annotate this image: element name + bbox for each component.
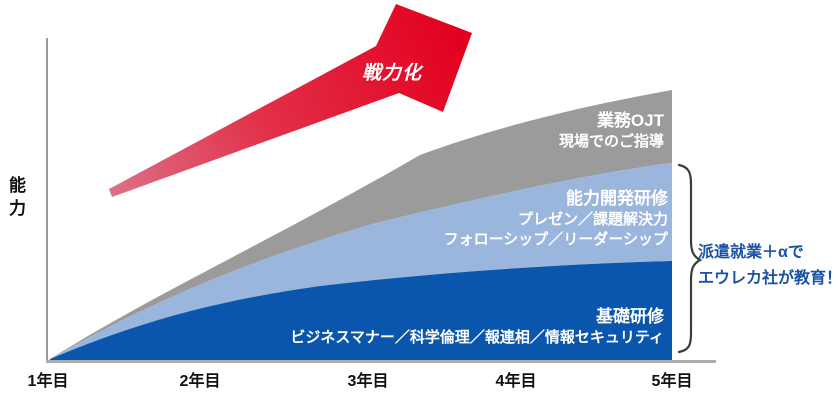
ojt-title: 業務OJT (596, 111, 664, 130)
dev-label-block: 能力開発研修 プレゼン／課題解決力 フォローシップ／リーダーシップ (444, 188, 668, 250)
x-tick-year5: 5年目 (651, 373, 693, 390)
brace-annotation-line1: 派遣就業＋αで (698, 244, 804, 261)
brace-annotation-line2: エウレカ社が教育！ (698, 270, 840, 287)
area-basic-training (50, 261, 672, 360)
dev-subtitle-line2: フォローシップ／リーダーシップ (443, 231, 668, 248)
ojt-subtitle: 現場でのご指導 (558, 133, 664, 150)
arrow-label: 戦力化 (362, 63, 423, 84)
basic-title: 基礎研修 (596, 307, 664, 326)
basic-label-block: 基礎研修 ビジネスマナー／科学倫理／報連相／情報セキュリティ (290, 306, 664, 348)
x-tick-year3: 3年目 (347, 373, 389, 390)
x-tick-year1: 1年目 (27, 373, 69, 390)
growth-arrow-icon (109, 4, 472, 197)
area-development-training (50, 163, 672, 359)
y-axis-label: 能力 (6, 176, 25, 222)
brace-annotation: 派遣就業＋αで エウレカ社が教育！ (698, 240, 840, 292)
dev-subtitle-line1: プレゼン／課題解決力 (517, 211, 668, 228)
area-ojt-training (50, 90, 672, 359)
x-tick-year2: 2年目 (179, 373, 221, 390)
ojt-label-block: 業務OJT 現場でのご指導 (559, 110, 664, 152)
dev-title: 能力開発研修 (566, 189, 668, 208)
basic-subtitle: ビジネスマナー／科学倫理／報連相／情報セキュリティ (290, 329, 664, 346)
x-tick-year4: 4年目 (495, 373, 537, 390)
brace-icon (677, 163, 703, 354)
